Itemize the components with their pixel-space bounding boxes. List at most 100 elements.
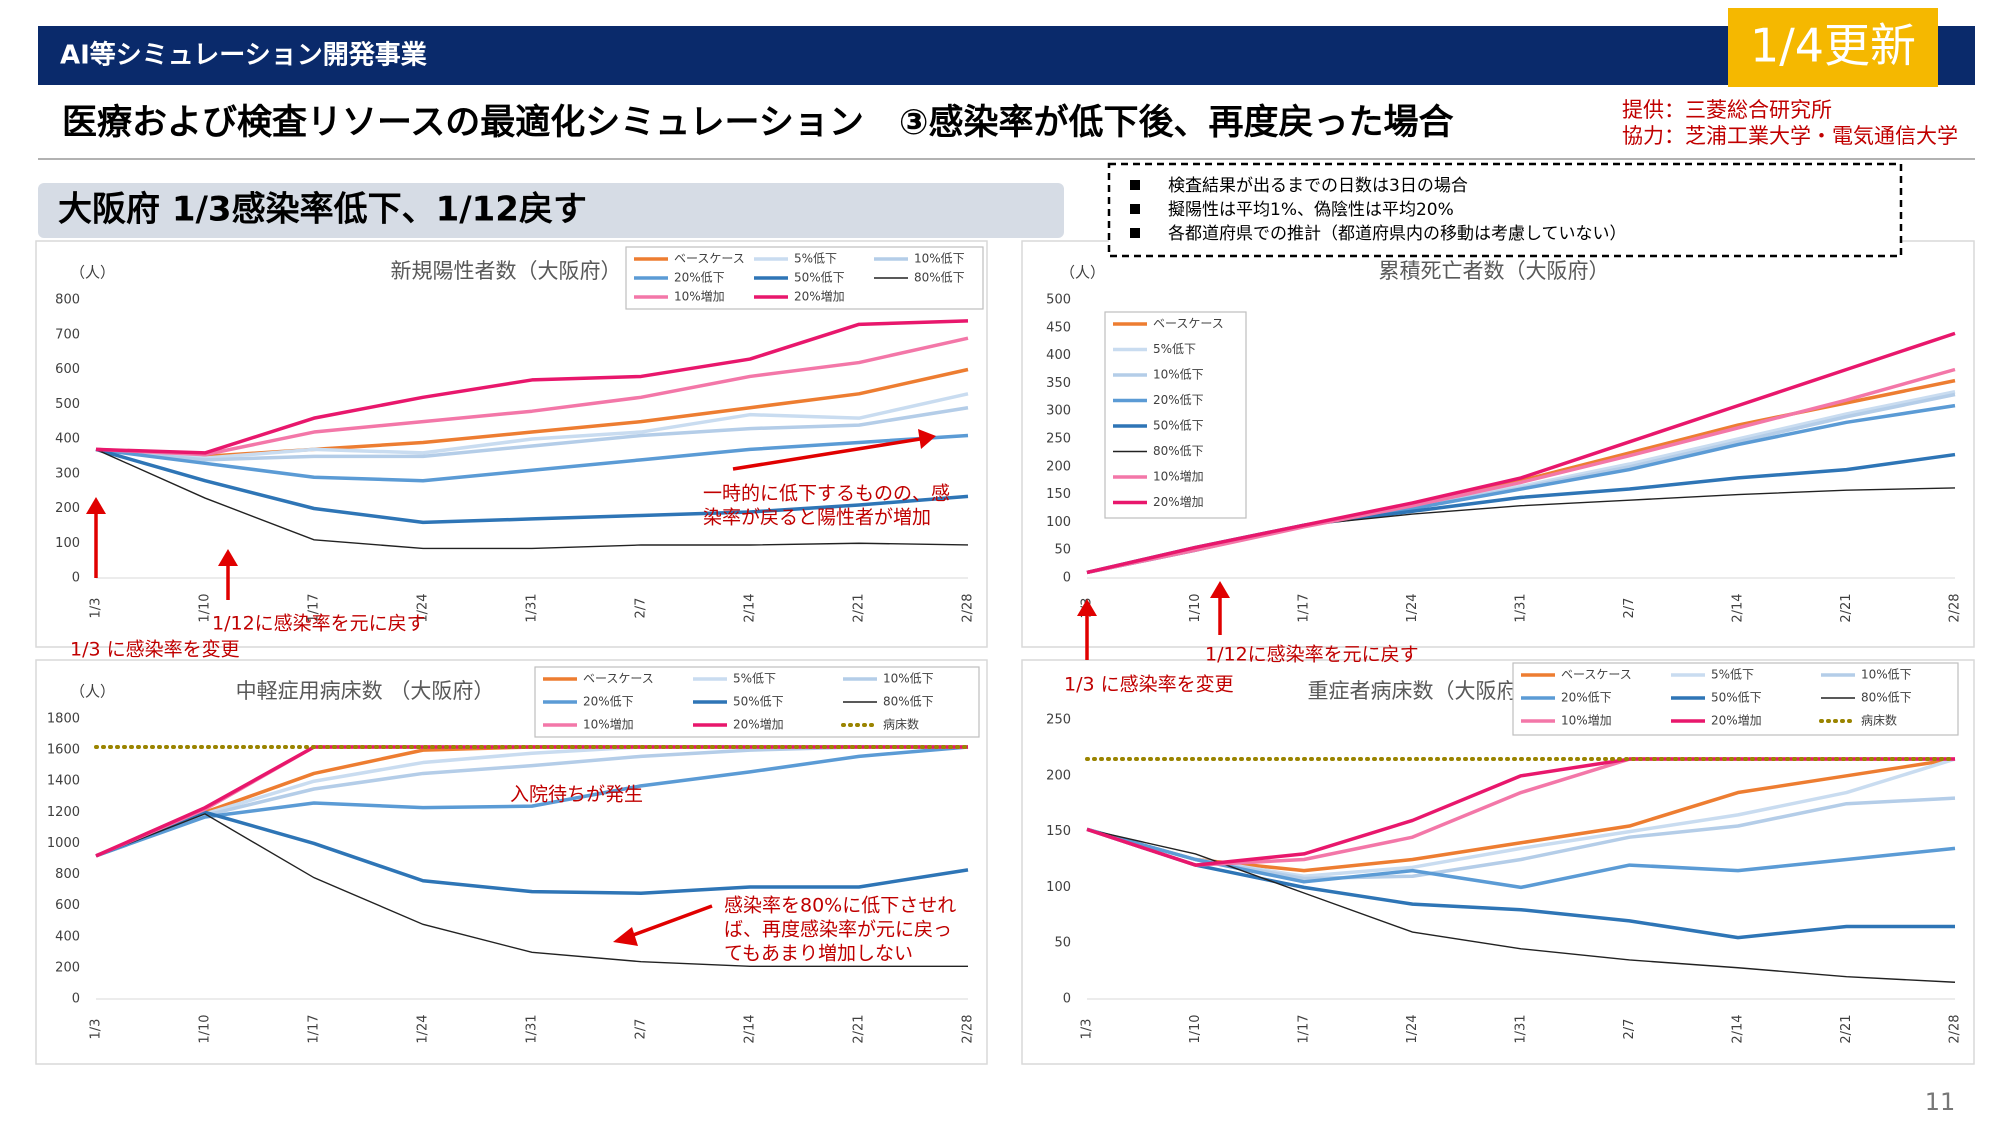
y-tick-label: 200 [1046, 768, 1071, 783]
legend-label: 20%増加 [794, 290, 845, 304]
x-tick-label: 1/17 [307, 1014, 322, 1043]
x-tick-label: 2/14 [1731, 593, 1746, 622]
x-tick-label: 1/17 [1297, 1014, 1312, 1043]
legend-box [1512, 662, 1959, 736]
legend-label: 80%低下 [883, 695, 934, 709]
x-tick-label: 1/24 [1405, 593, 1420, 622]
legend-label: 5%低下 [794, 252, 837, 266]
note: 検査結果が出るまでの日数は3日の場合 [1168, 176, 1468, 196]
legend-label: 5%低下 [1153, 342, 1196, 356]
series-line [95, 448, 969, 550]
x-tick-label: 1/3 [89, 598, 104, 619]
legend-label: 50%低下 [1153, 419, 1204, 433]
x-tick-label: 1/10 [198, 1014, 213, 1043]
legend-label: 80%低下 [1861, 691, 1912, 705]
x-tick-label: 1/24 [1405, 1014, 1420, 1043]
arrow-head [86, 497, 106, 514]
x-tick-label: 2/28 [961, 593, 976, 622]
x-tick-label: 2/21 [1839, 1014, 1854, 1043]
y-tick-label: 700 [55, 327, 80, 342]
y-tick-label: 400 [1046, 348, 1071, 363]
chart-title: 重症者病床数（大阪府） [1308, 679, 1539, 703]
arrow-head [613, 927, 638, 946]
x-tick-label: 2/28 [961, 1014, 976, 1043]
arrow [732, 437, 921, 471]
annotation: 1/3 に感染率を変更 [70, 639, 240, 661]
y-tick-label: 1400 [47, 774, 80, 789]
annotation: 1/3 に感染率を変更 [1064, 674, 1234, 696]
note: 擬陽性は平均1%、偽陰性は平均20% [1168, 200, 1454, 220]
y-tick-label: 0 [72, 571, 80, 586]
legend-label: 20%低下 [1153, 393, 1204, 407]
notes-border [1107, 162, 1903, 258]
program: AI等シミュレーション開発事業 [60, 40, 427, 71]
y-tick-label: 1600 [47, 743, 80, 758]
section-box [38, 183, 1064, 238]
chart-title: 累積死亡者数（大阪府） [1379, 259, 1610, 283]
header-bar [38, 26, 1975, 85]
x-tick-label: 2/21 [852, 1014, 867, 1043]
x-tick-label: 2/7 [1622, 598, 1637, 619]
chart: 中軽症用病床数 （大阪府） （人） 0 200 400 600 800 1000 1200 140… [35, 659, 988, 1065]
legend-label: 10%低下 [1861, 668, 1912, 682]
legend-label: ベースケース [583, 672, 654, 686]
legend-box [625, 246, 984, 310]
y-tick-label: 150 [1046, 487, 1071, 502]
x-tick-label: 2/21 [1839, 593, 1854, 622]
annotation: 入院待ちが発生 [510, 784, 643, 806]
y-tick-label: 200 [55, 960, 80, 975]
legend-label: ベースケース [1561, 668, 1632, 682]
chart-title: 中軽症用病床数 （大阪府） [236, 679, 495, 703]
y-tick-label: 150 [1046, 824, 1071, 839]
series-line [95, 405, 969, 462]
y-tick-label: 350 [1046, 376, 1071, 391]
y-tick-label: 200 [1046, 459, 1071, 474]
y-tick-label: 1800 [47, 712, 80, 727]
x-tick-label: 1/10 [1188, 593, 1203, 622]
x-tick-label: 2/14 [1731, 1014, 1746, 1043]
legend-label: 80%低下 [914, 271, 965, 285]
x-tick-label: 2/7 [1622, 1019, 1637, 1040]
annotation: 感染率を80%に低下させれ [724, 895, 956, 917]
y-tick-label: 400 [55, 432, 80, 447]
legend-label: ベースケース [1153, 317, 1224, 331]
legend-label: 20%増加 [1153, 495, 1204, 509]
annotation: 染率が戻ると陽性者が増加 [703, 507, 931, 529]
legend-label: 10%低下 [914, 252, 965, 266]
chart: 重症者病床数（大阪府） 0 50 100 150 200 250 1/3 1/10 1/17 1/2… [1021, 659, 1975, 1065]
series-line [1086, 828, 1956, 983]
legend-label: 20%増加 [1711, 714, 1762, 728]
y-tick-label: 200 [55, 501, 80, 516]
bullet [1130, 180, 1140, 190]
y-tick-label: 500 [1046, 293, 1071, 308]
x-tick-label: 1/17 [1297, 593, 1312, 622]
series-line [1086, 827, 1955, 940]
legend-label: 50%低下 [733, 695, 784, 709]
x-tick-label: 1/31 [525, 1014, 540, 1043]
slide-title: 医療および検査リソースの最適化シミュレーション ③感染率が低下後、再度戻った場合 [62, 103, 1454, 143]
series-line [95, 745, 969, 858]
y-tick-label: 50 [1054, 543, 1071, 558]
legend-label: 20%低下 [583, 695, 634, 709]
y-tick-label: 500 [55, 397, 80, 412]
legend-label: 10%低下 [1153, 368, 1204, 382]
y-tick-label: 50 [1054, 936, 1071, 951]
y-tick-label: 250 [1046, 713, 1071, 728]
series-line [95, 319, 969, 455]
y-axis-label: （人） [70, 683, 115, 701]
legend-label: 80%低下 [1153, 444, 1204, 458]
series-line [95, 810, 969, 895]
arrows [86, 429, 1230, 946]
y-tick-label: 450 [1046, 320, 1071, 335]
series-line [95, 392, 969, 460]
chart: 新規陽性者数（大阪府） （人） 0 100 200 300 400 500 600 700 800 1… [35, 240, 988, 648]
legend-label: 10%増加 [674, 290, 725, 304]
y-axis-label: （人） [1060, 264, 1105, 282]
legend-label: 5%低下 [1711, 668, 1754, 682]
update-badge [1728, 8, 1938, 87]
x-tick-label: 1/31 [525, 593, 540, 622]
legend-label: 50%低下 [794, 271, 845, 285]
series-line [95, 813, 968, 968]
x-tick-label: 2/28 [1948, 1014, 1963, 1043]
x-tick-label: 1/3 [89, 1019, 104, 1040]
